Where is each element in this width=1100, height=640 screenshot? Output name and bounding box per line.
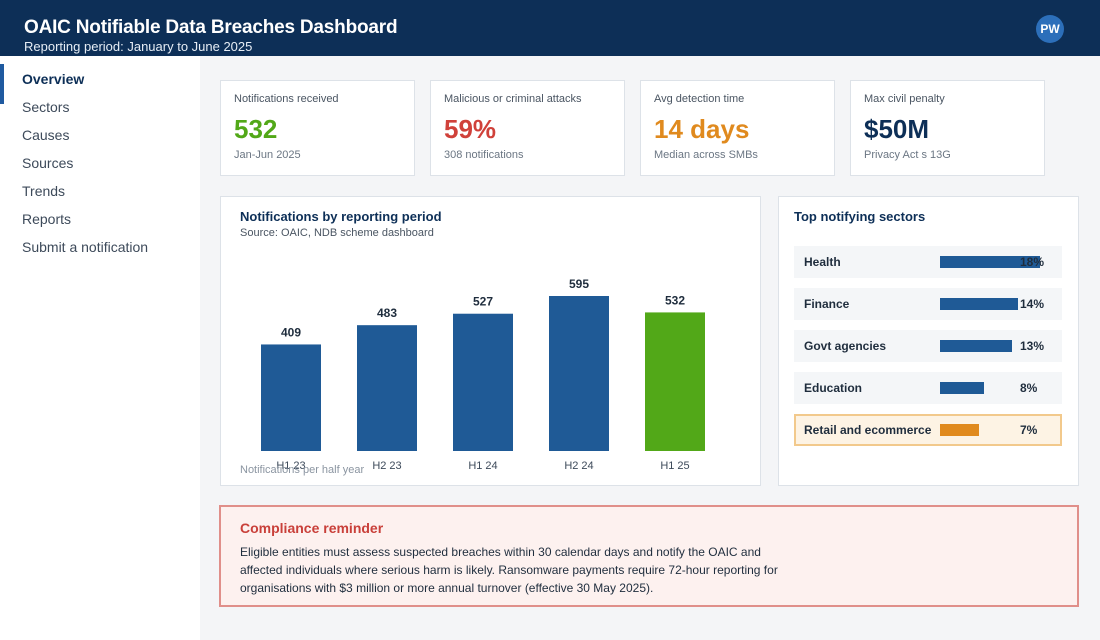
sector-row-education[interactable]: Education 8% (794, 372, 1062, 404)
chart-x-tick-label: H2 23 (372, 460, 401, 472)
sector-name: Finance (804, 297, 850, 311)
kpi-subtext: Median across SMBs (654, 149, 758, 161)
sector-percent: 14% (1020, 297, 1045, 311)
sidebar-item-label: Reports (22, 211, 72, 227)
kpi-card-civil-penalty: Max civil penalty $50M Privacy Act s 13G (850, 80, 1045, 176)
sidebar-item-label: Trends (22, 183, 66, 199)
sector-percent: 13% (1020, 339, 1045, 353)
sidebar-item-sources[interactable]: Sources (0, 148, 200, 176)
kpi-subtext: 308 notifications (444, 149, 524, 161)
sidebar-item-overview[interactable]: Overview (0, 64, 200, 104)
kpi-card-notifications: Notifications received 532 Jan-Jun 2025 (220, 80, 415, 176)
notifications-bar-chart: 409 H1 23 483 H2 23 527 H1 24 595 H2 24 532 H1 25… (240, 277, 705, 476)
chart-data-label: 409 (281, 325, 301, 339)
sidebar-item-submit-notification[interactable]: Submit a notification (0, 232, 200, 260)
kpi-label: Max civil penalty (864, 93, 945, 105)
user-avatar[interactable]: PW (1036, 15, 1064, 43)
sidebar: Overview Sectors Causes Sources Trends R… (0, 56, 200, 640)
chart-data-label: 532 (665, 293, 685, 307)
compliance-reminder-title: Compliance reminder (240, 520, 384, 536)
chart-x-axis-label: Notifications per half year (240, 464, 364, 476)
sector-name: Govt agencies (804, 339, 887, 353)
kpi-card-malicious-attacks: Malicious or criminal attacks 59% 308 no… (430, 80, 625, 176)
app-title: OAIC Notifiable Data Breaches Dashboard (24, 17, 398, 38)
sector-row-govt-agencies[interactable]: Govt agencies 13% (794, 330, 1062, 362)
notifications-chart-panel: Notifications by reporting period Source… (220, 196, 761, 486)
sidebar-item-sectors[interactable]: Sectors (0, 92, 200, 120)
sidebar-item-label: Overview (22, 71, 85, 87)
sidebar-item-causes[interactable]: Causes (0, 120, 200, 148)
kpi-card-detection-time: Avg detection time 14 days Median across… (640, 80, 835, 176)
chart-source: Source: OAIC, NDB scheme dashboard (240, 227, 434, 239)
kpi-value: 14 days (654, 114, 750, 144)
kpi-label: Avg detection time (654, 93, 745, 105)
sector-bar (940, 382, 984, 394)
sector-name: Education (804, 381, 863, 395)
sidebar-item-label: Causes (22, 127, 70, 143)
sector-name: Health (804, 255, 841, 269)
sector-row-retail-ecommerce[interactable]: Retail and ecommerce 7% (794, 414, 1062, 446)
app-header: OAIC Notifiable Data Breaches Dashboard … (0, 0, 1100, 56)
kpi-value: 532 (234, 114, 278, 144)
sector-bar (940, 256, 1040, 268)
sidebar-item-reports[interactable]: Reports (0, 204, 200, 232)
sidebar-item-label: Sources (22, 155, 74, 171)
sector-percent: 8% (1020, 381, 1038, 395)
sector-percent: 7% (1020, 423, 1038, 437)
sector-name: Retail and ecommerce (804, 423, 932, 437)
chart-data-label: 483 (377, 306, 397, 320)
chart-bar-h2-23 (357, 325, 417, 451)
kpi-subtext: Privacy Act s 13G (864, 149, 951, 161)
kpi-label: Malicious or criminal attacks (444, 93, 582, 105)
chart-x-tick-label: H1 23 (276, 460, 305, 472)
chart-x-tick-label: H1 24 (468, 460, 497, 472)
reporting-period: Reporting period: January to June 2025 (24, 39, 253, 54)
chart-x-tick-label: H1 25 (660, 460, 689, 472)
sector-bar (940, 424, 979, 436)
sidebar-item-trends[interactable]: Trends (0, 176, 200, 204)
kpi-value: $50M (864, 114, 930, 144)
sector-bar (940, 340, 1012, 352)
kpi-value: 59% (444, 114, 497, 144)
sectors-title: Top notifying sectors (794, 209, 926, 224)
sidebar-item-label: Submit a notification (22, 239, 149, 255)
chart-bar-h2-24 (549, 296, 609, 451)
chart-data-label: 527 (473, 295, 493, 309)
top-sectors-panel: Top notifying sectors Health 18% Finance… (778, 196, 1079, 486)
sector-row-health[interactable]: Health 18% (794, 246, 1062, 278)
sector-bar (940, 298, 1018, 310)
chart-x-tick-label: H2 24 (564, 460, 593, 472)
kpi-subtext: Jan-Jun 2025 (234, 149, 301, 161)
kpi-label: Notifications received (234, 93, 339, 105)
chart-title: Notifications by reporting period (240, 209, 442, 224)
sector-percent: 18% (1020, 255, 1045, 269)
compliance-reminder-body: Eligible entities must assess suspected … (240, 545, 778, 595)
sector-row-finance[interactable]: Finance 14% (794, 288, 1062, 320)
sidebar-item-label: Sectors (22, 99, 70, 115)
compliance-reminder: Compliance reminder Eligible entities mu… (219, 505, 1079, 607)
chart-bar-h1-25 (645, 312, 705, 451)
chart-bar-h1-24 (453, 313, 513, 451)
chart-data-label: 595 (569, 277, 589, 291)
chart-bar-h1-23 (261, 344, 321, 451)
